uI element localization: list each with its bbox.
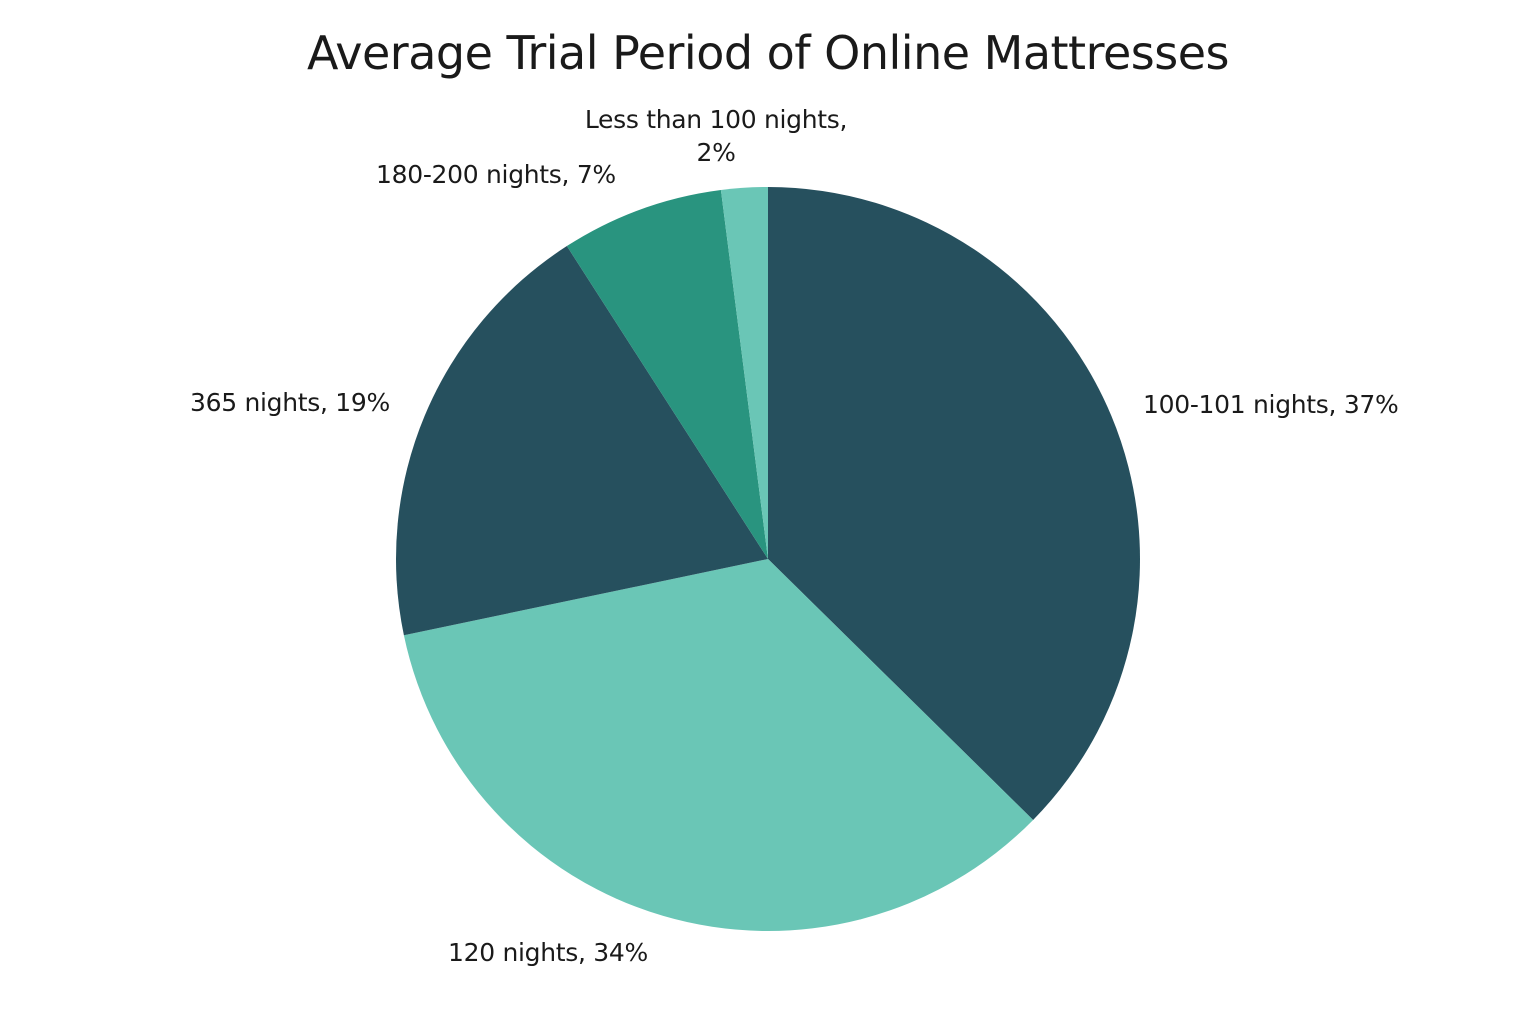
slice-label-120-nights: 120 nights, 34% (448, 938, 648, 967)
slice-label-line-2: 2% (696, 138, 736, 167)
slice-label-365-nights: 365 nights, 19% (190, 388, 390, 417)
pie-slice-100-101-nights (768, 187, 1140, 820)
pie-slice-180-200-nights (566, 189, 768, 560)
slice-label-less-than-100-nights: Less than 100 nights, 2% (576, 103, 856, 169)
pie-slices (395, 187, 1140, 931)
pie-slice-365-nights (395, 246, 768, 636)
slice-label-100-101-nights: 100-101 nights, 37% (1143, 390, 1399, 419)
chart-title: Average Trial Period of Online Mattresse… (306, 26, 1230, 80)
slice-label-180-200-nights: 180-200 nights, 7% (376, 160, 616, 189)
slice-label-line-1: Less than 100 nights, (584, 105, 848, 134)
pie-slice-120-nights (403, 559, 1034, 931)
pie-slice-less-than-100-nights (720, 187, 768, 559)
